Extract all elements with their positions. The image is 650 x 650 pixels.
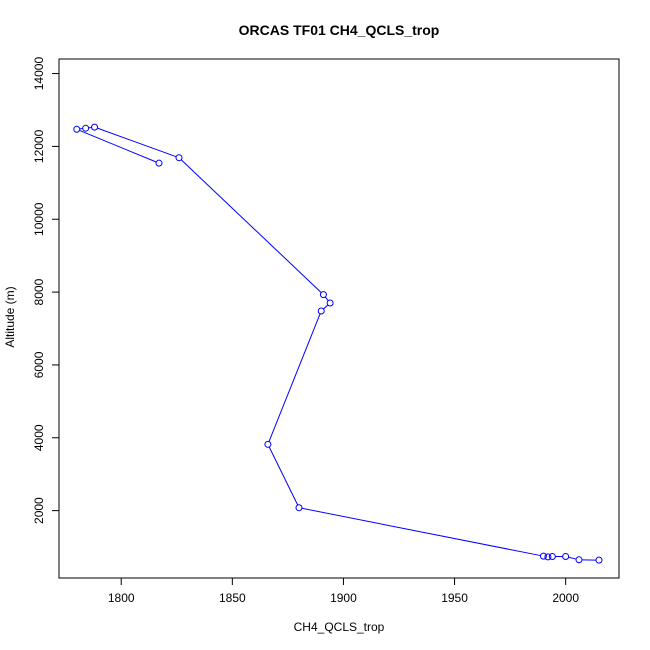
y-tick-label: 2000 xyxy=(32,497,46,524)
series-layer xyxy=(73,123,603,564)
data-point xyxy=(155,159,163,167)
y-tick-label: 8000 xyxy=(32,278,46,305)
series-line-segment xyxy=(97,127,177,158)
series-line-segment xyxy=(79,129,157,163)
x-axis: 1800 1850 1900 1950 2000 xyxy=(108,577,579,605)
x-tick-label: 1800 xyxy=(108,591,135,605)
data-point xyxy=(548,553,556,561)
x-tick-label: 1850 xyxy=(219,591,246,605)
chart-title: ORCAS TF01 CH4_QCLS_trop xyxy=(239,22,440,38)
series-line-segment xyxy=(568,556,577,560)
data-point xyxy=(544,553,552,561)
y-axis: 2000 4000 6000 8000 10000 12000 14000 xyxy=(32,57,60,524)
series-line-segment xyxy=(301,507,541,557)
data-point xyxy=(73,125,81,133)
data-point xyxy=(295,504,303,512)
x-axis-label: CH4_QCLS_trop xyxy=(294,620,385,634)
data-point xyxy=(562,553,570,561)
series-line-segment xyxy=(323,304,329,310)
y-tick-label: 14000 xyxy=(32,57,46,91)
x-tick-label: 1950 xyxy=(441,591,468,605)
y-tick-label: 12000 xyxy=(32,129,46,163)
series-line-segment xyxy=(180,159,322,293)
data-point xyxy=(575,556,583,564)
y-tick-label: 4000 xyxy=(32,424,46,451)
data-point xyxy=(175,154,183,162)
data-point xyxy=(539,552,547,560)
x-tick-label: 2000 xyxy=(552,591,579,605)
data-point xyxy=(264,440,272,448)
series-line-segment xyxy=(324,296,329,301)
data-point xyxy=(319,291,327,299)
data-point xyxy=(82,124,90,132)
data-point xyxy=(317,307,325,315)
data-point xyxy=(91,123,99,131)
y-tick-label: 6000 xyxy=(32,351,46,378)
y-axis-label: Altitude (m) xyxy=(3,286,17,347)
series-line-segment xyxy=(268,446,299,506)
data-point xyxy=(595,556,603,564)
series-line-segment xyxy=(268,313,321,442)
data-point xyxy=(326,299,334,307)
y-tick-label: 10000 xyxy=(32,202,46,236)
x-tick-label: 1900 xyxy=(330,591,357,605)
